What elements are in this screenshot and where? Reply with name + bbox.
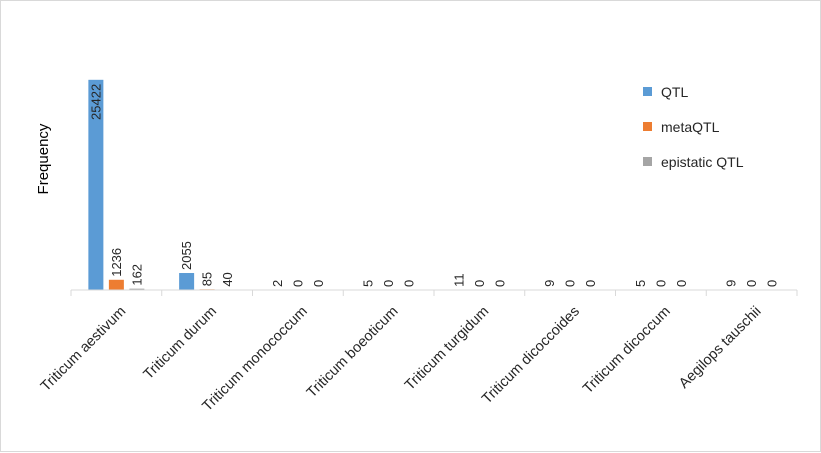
data-label: 2055 (179, 241, 194, 270)
data-label: 1236 (109, 248, 124, 277)
data-label: 5 (633, 280, 648, 287)
data-label: 0 (744, 280, 759, 287)
data-label: 11 (451, 273, 466, 287)
data-label: 0 (583, 280, 598, 287)
bar-qtl (179, 273, 194, 290)
category-label: Triticum boeoticum (304, 304, 402, 402)
data-label: 85 (200, 272, 215, 286)
data-label: 0 (674, 280, 689, 287)
data-label: 9 (542, 280, 557, 287)
y-axis-title: Frequency (35, 123, 52, 194)
data-label: 162 (129, 264, 144, 286)
data-label: 0 (402, 280, 417, 287)
category-label: Triticum aestivum (38, 304, 129, 395)
category-label: Triticum durum (141, 304, 220, 383)
category-label: Triticum turgidum (402, 304, 492, 394)
data-label: 0 (765, 280, 780, 287)
legend-swatch (643, 157, 652, 166)
category-label: Triticum dicoccum (580, 304, 674, 398)
category-label: Aegilops tauschii (676, 304, 764, 392)
category-label: Triticum dicoccoides (479, 304, 583, 408)
legend-label: metaQTL (661, 119, 720, 135)
data-label: 0 (563, 280, 578, 287)
legend-swatch (643, 87, 652, 96)
data-label: 0 (381, 280, 396, 287)
data-label: 0 (653, 280, 668, 287)
data-label: 0 (472, 280, 487, 287)
data-label: 0 (492, 280, 507, 287)
bar-metaqtl (109, 280, 124, 290)
data-label: 0 (311, 280, 326, 287)
legend-label: QTL (661, 84, 688, 100)
data-label: 25422 (88, 84, 103, 120)
data-label: 5 (361, 280, 376, 287)
data-label: 2 (270, 280, 285, 287)
data-label: 0 (290, 280, 305, 287)
data-label: 40 (220, 272, 235, 286)
legend-label: epistatic QTL (661, 154, 744, 170)
x-axis-ticks (71, 290, 797, 296)
data-label: 9 (724, 280, 739, 287)
legend: QTL metaQTL epistatic QTL (643, 84, 744, 170)
legend-swatch (643, 122, 652, 131)
category-label: Triticum monococcum (199, 304, 310, 415)
